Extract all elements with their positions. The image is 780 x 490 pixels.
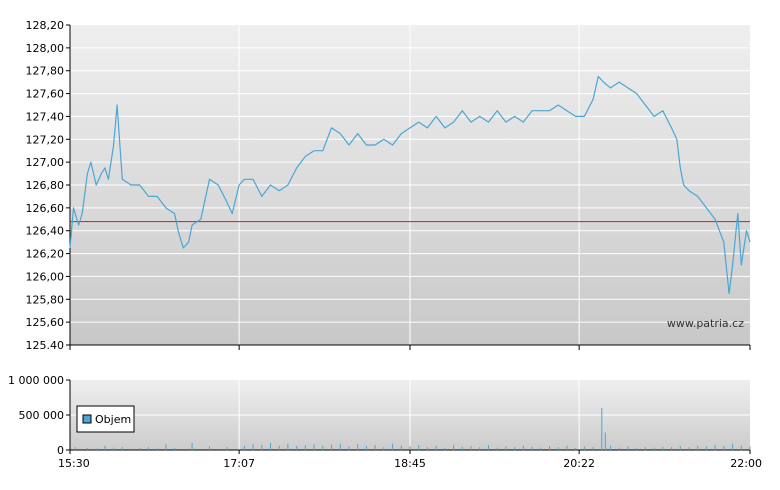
price-y-tick-label: 126,40 [26, 225, 65, 238]
price-y-tick-label: 125.40 [26, 339, 65, 352]
volume-x-tick-label: 22:00 [730, 457, 762, 470]
volume-y-tick-labels: 1 000 000 500 000 0 [8, 374, 70, 457]
volume-legend: Objem [76, 405, 135, 433]
price-series-line [69, 75, 751, 295]
price-y-tick-label: 125,80 [26, 293, 65, 306]
volume-x-tick-labels: 15:30 17:07 18:45 20:22 22:00 [58, 450, 762, 470]
price-y-tick-label: 126,20 [26, 248, 65, 261]
price-grid [69, 25, 750, 346]
price-x-tick-marks [69, 345, 751, 350]
price-y-tick-label: 125,60 [26, 316, 65, 329]
volume-bars-group [74, 408, 751, 450]
price-y-tick-label: 127,60 [26, 88, 65, 101]
volume-x-tick-label: 15:30 [58, 457, 90, 470]
legend-swatch [82, 414, 92, 424]
price-y-tick-label: 128,00 [26, 42, 65, 55]
volume-panel: 1 000 000 500 000 0 15:30 17:07 18:45 20:22 22… [8, 374, 762, 470]
volume-x-tick-label: 18:45 [394, 457, 426, 470]
volume-y-tick-label: 0 [57, 444, 64, 457]
price-y-tick-label: 127,20 [26, 133, 65, 146]
volume-x-tick-label: 17:07 [223, 457, 255, 470]
price-panel: 128,20 128,00 127,80 127,60 127,40 127,20 127,… [26, 19, 751, 352]
price-y-tick-label: 126,80 [26, 179, 65, 192]
price-y-tick-labels: 128,20 128,00 127,80 127,60 127,40 127,20 127,… [26, 19, 70, 352]
volume-x-tick-label: 20:22 [563, 457, 595, 470]
price-y-tick-label: 128,20 [26, 19, 65, 32]
price-y-tick-label: 127,40 [26, 110, 65, 123]
price-series-group [69, 75, 751, 295]
price-y-tick-label: 126,60 [26, 202, 65, 215]
watermark: www.patria.cz [667, 317, 744, 330]
legend-label: Objem [95, 413, 131, 426]
price-y-tick-label: 127,80 [26, 65, 65, 78]
volume-y-tick-label: 500 000 [19, 409, 65, 422]
price-y-tick-label: 126,00 [26, 270, 65, 283]
price-y-tick-label: 127,00 [26, 156, 65, 169]
volume-y-tick-label: 1 000 000 [8, 374, 64, 387]
